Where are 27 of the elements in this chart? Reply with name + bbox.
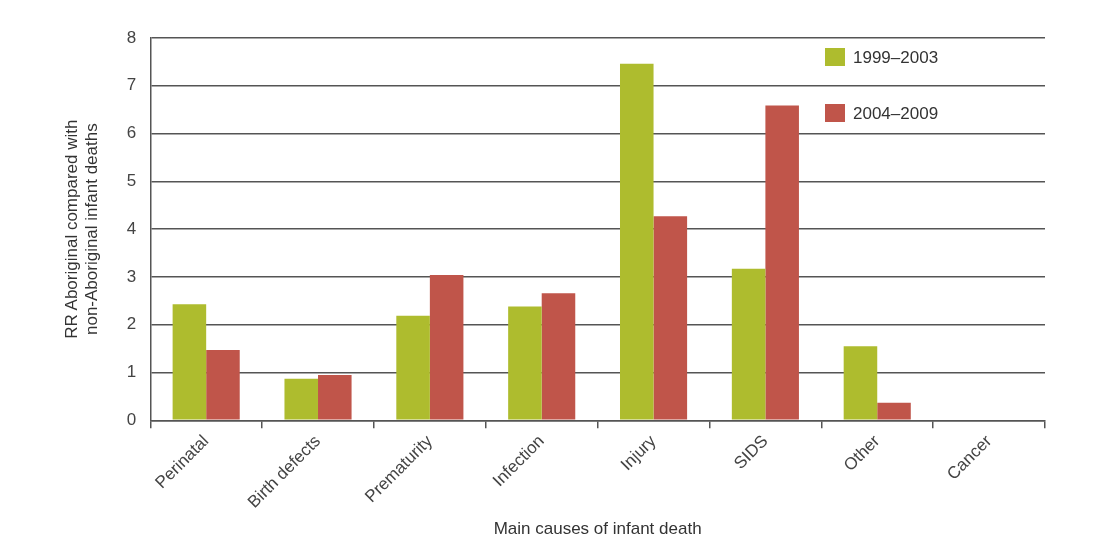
- y-tick-label: 6: [126, 123, 137, 143]
- y-tick-label: 3: [126, 266, 137, 286]
- bar: [284, 378, 319, 420]
- bar: [877, 402, 911, 420]
- y-tick-label: 0: [126, 410, 137, 430]
- bar: [172, 304, 207, 420]
- y-axis-title: RR Aboriginal compared with non-Aboriginal infant deaths: [61, 119, 102, 339]
- bar: [843, 346, 878, 420]
- y-tick-label: 8: [126, 27, 137, 47]
- bar: [429, 275, 464, 420]
- bar: [541, 293, 576, 420]
- x-axis-title: Main causes of infant death: [493, 519, 702, 539]
- y-tick-label: 7: [126, 75, 137, 95]
- y-tick-label: 4: [126, 218, 137, 238]
- y-tick-label: 5: [126, 171, 137, 191]
- bar: [318, 374, 352, 420]
- bar: [206, 350, 240, 420]
- bar: [620, 63, 654, 420]
- y-tick-label: 1: [126, 362, 137, 382]
- legend-label: 2004–2009: [853, 103, 939, 123]
- bar: [396, 315, 430, 420]
- bar: [508, 306, 542, 420]
- bar: [765, 105, 799, 420]
- bar: [653, 216, 688, 420]
- y-tick-label: 2: [126, 314, 137, 334]
- legend-label: 1999–2003: [853, 47, 939, 67]
- bar: [731, 268, 766, 420]
